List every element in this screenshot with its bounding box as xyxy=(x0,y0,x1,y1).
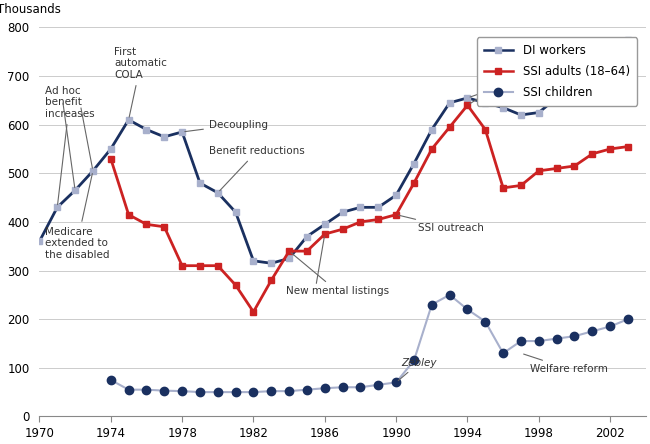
Text: First
automatic
COLA: First automatic COLA xyxy=(114,47,167,117)
Legend: DI workers, SSI adults (18–64), SSI children: DI workers, SSI adults (18–64), SSI chil… xyxy=(476,37,637,106)
Text: DA&A: DA&A xyxy=(470,78,525,97)
Text: SSI outreach: SSI outreach xyxy=(399,215,484,233)
Text: Benefit reductions: Benefit reductions xyxy=(209,147,305,191)
Text: New mental listings: New mental listings xyxy=(285,253,389,296)
Text: Medicare
extended to
the disabled: Medicare extended to the disabled xyxy=(45,174,109,260)
Text: Decoupling: Decoupling xyxy=(185,120,268,131)
Text: Ad hoc
benefit
increases: Ad hoc benefit increases xyxy=(45,86,94,205)
Text: Zebley: Zebley xyxy=(398,358,437,381)
Text: Thousands: Thousands xyxy=(0,3,61,16)
Text: Welfare reform: Welfare reform xyxy=(524,354,608,374)
